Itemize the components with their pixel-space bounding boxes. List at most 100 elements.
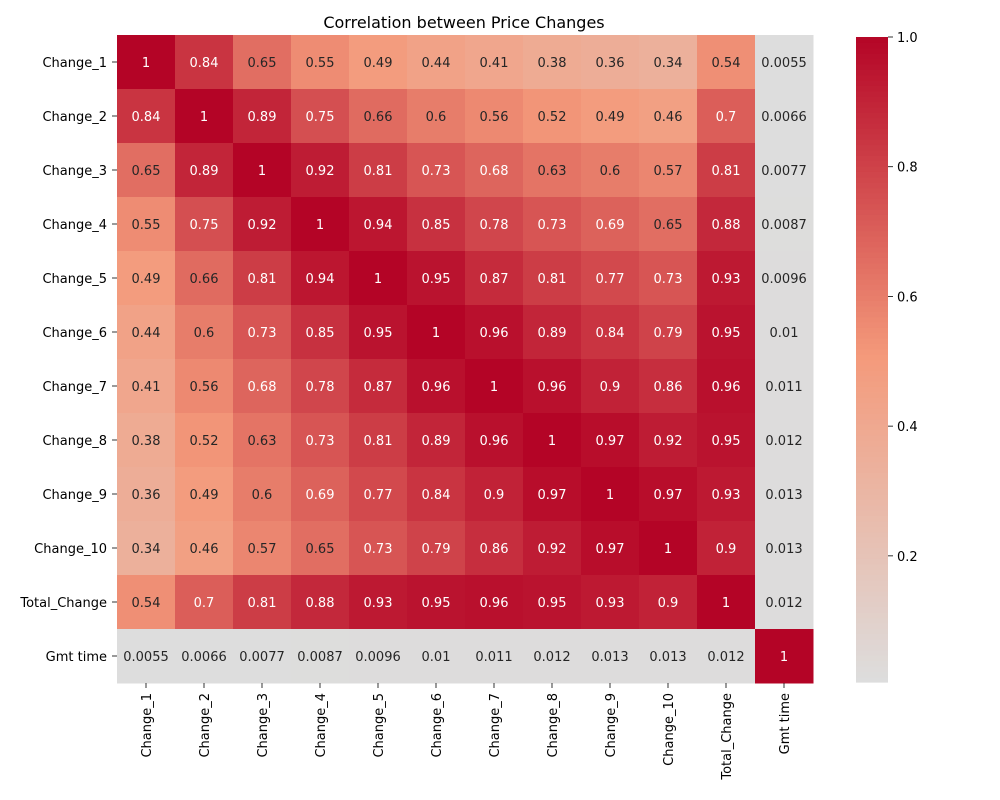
colorbar-segment bbox=[856, 515, 888, 522]
cell-value-label: 0.013 bbox=[591, 650, 628, 665]
heatmap-cell bbox=[291, 89, 350, 144]
heatmap-cell bbox=[233, 35, 292, 90]
colorbar-segment bbox=[856, 364, 888, 371]
cell-value-label: 0.38 bbox=[538, 56, 567, 71]
heatmap-cell bbox=[465, 467, 524, 522]
column-tick-label: Change_1 bbox=[140, 693, 155, 758]
cell-value-label: 0.75 bbox=[306, 110, 335, 125]
heatmap-cell bbox=[639, 521, 698, 576]
colorbar-segment bbox=[856, 144, 888, 151]
heatmap-cell bbox=[465, 575, 524, 630]
heatmap-cell bbox=[349, 251, 408, 306]
row-tick-label: Change_3 bbox=[42, 164, 107, 179]
colorbar-segment bbox=[856, 456, 888, 463]
cell-value-label: 0.46 bbox=[654, 110, 683, 125]
colorbar-segment bbox=[856, 585, 888, 592]
heatmap-cell bbox=[349, 413, 408, 468]
heatmap-cell bbox=[581, 143, 640, 198]
row-tick-label: Change_8 bbox=[42, 434, 107, 449]
row-tick-label: Gmt time bbox=[46, 650, 107, 665]
cell-value-label: 1 bbox=[316, 218, 324, 233]
heatmap-cell bbox=[465, 89, 524, 144]
heatmap-cell bbox=[117, 197, 176, 252]
heatmap-cell bbox=[639, 251, 698, 306]
colorbar-segment bbox=[856, 300, 888, 307]
heatmap-cell bbox=[407, 521, 466, 576]
row-tick-label: Change_2 bbox=[42, 110, 107, 125]
heatmap-cell bbox=[291, 629, 350, 684]
colorbar-segment bbox=[856, 531, 888, 538]
cell-value-label: 0.69 bbox=[596, 218, 625, 233]
cell-value-label: 0.77 bbox=[596, 272, 625, 287]
cell-value-label: 0.01 bbox=[422, 650, 451, 665]
cell-value-label: 0.93 bbox=[596, 596, 625, 611]
colorbar-segment bbox=[856, 472, 888, 479]
heatmap-cell bbox=[175, 251, 234, 306]
colorbar-segment bbox=[856, 214, 888, 221]
heatmap-cell bbox=[175, 629, 234, 684]
heatmap-cell bbox=[349, 521, 408, 576]
cell-value-label: 0.79 bbox=[654, 326, 683, 341]
heatmap-cell bbox=[117, 629, 176, 684]
colorbar-segment bbox=[856, 246, 888, 253]
colorbar-segment bbox=[856, 676, 888, 683]
colorbar-segment bbox=[856, 96, 888, 103]
cell-value-label: 0.89 bbox=[538, 326, 567, 341]
colorbar-segment bbox=[856, 117, 888, 124]
cell-value-label: 0.88 bbox=[306, 596, 335, 611]
heatmap-cell bbox=[291, 197, 350, 252]
colorbar-segment bbox=[856, 63, 888, 70]
heatmap-cell bbox=[291, 143, 350, 198]
column-tick-label: Change_6 bbox=[430, 693, 445, 758]
cell-value-label: 0.49 bbox=[596, 110, 625, 125]
cell-value-label: 0.92 bbox=[306, 164, 335, 179]
cell-value-label: 0.012 bbox=[707, 650, 744, 665]
row-tick-label: Change_5 bbox=[42, 272, 107, 287]
heatmap-cell bbox=[755, 467, 814, 522]
colorbar-segment bbox=[856, 628, 888, 635]
cell-value-label: 0.68 bbox=[480, 164, 509, 179]
heatmap-cell bbox=[755, 575, 814, 630]
heatmap-cell bbox=[465, 629, 524, 684]
cell-value-label: 0.95 bbox=[422, 596, 451, 611]
heatmap-cell bbox=[581, 467, 640, 522]
colorbar-segment bbox=[856, 53, 888, 60]
colorbar-segment bbox=[856, 386, 888, 393]
cell-value-label: 0.93 bbox=[712, 488, 741, 503]
cell-value-label: 0.89 bbox=[248, 110, 277, 125]
cell-value-label: 0.49 bbox=[364, 56, 393, 71]
colorbar-segment bbox=[856, 230, 888, 237]
cell-value-label: 0.97 bbox=[596, 542, 625, 557]
cell-value-label: 0.54 bbox=[132, 596, 161, 611]
cell-value-label: 0.01 bbox=[770, 326, 799, 341]
cell-value-label: 0.34 bbox=[654, 56, 683, 71]
row-tick-label: Change_1 bbox=[42, 56, 107, 71]
heatmap-cell bbox=[407, 575, 466, 630]
cell-value-label: 0.0066 bbox=[181, 650, 227, 665]
colorbar-segment bbox=[856, 219, 888, 226]
heatmap-cell bbox=[639, 35, 698, 90]
cell-value-label: 0.89 bbox=[422, 434, 451, 449]
colorbar-segment bbox=[856, 569, 888, 576]
colorbar-segment bbox=[856, 542, 888, 549]
heatmap-cell bbox=[697, 629, 756, 684]
row-tick-label: Change_6 bbox=[42, 326, 107, 341]
cell-value-label: 1 bbox=[490, 380, 498, 395]
cell-value-label: 0.95 bbox=[538, 596, 567, 611]
cell-value-label: 0.63 bbox=[248, 434, 277, 449]
colorbar-segment bbox=[856, 252, 888, 258]
cell-value-label: 0.86 bbox=[654, 380, 683, 395]
cell-value-label: 0.57 bbox=[654, 164, 683, 179]
colorbar-segment bbox=[856, 241, 888, 248]
colorbar-segment bbox=[856, 273, 888, 280]
colorbar-segment bbox=[856, 510, 888, 516]
column-tick-label: Change_8 bbox=[546, 693, 561, 758]
cell-value-label: 0.0077 bbox=[239, 650, 285, 665]
colorbar-segment bbox=[856, 655, 888, 662]
colorbar-segment bbox=[856, 198, 888, 205]
heatmap-cell bbox=[233, 575, 292, 630]
heatmap-cell bbox=[117, 35, 176, 90]
colorbar-segment bbox=[856, 574, 888, 581]
colorbar-segment bbox=[856, 649, 888, 656]
cell-value-label: 0.55 bbox=[306, 56, 335, 71]
